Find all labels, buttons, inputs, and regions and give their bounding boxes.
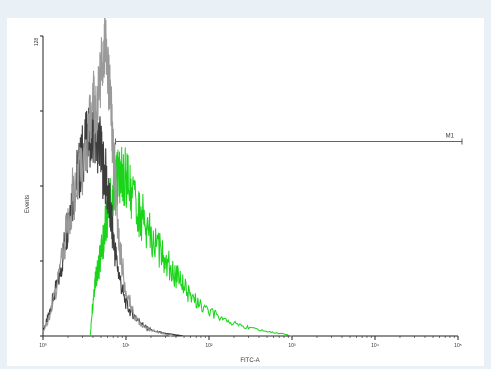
series-green-trace — [89, 146, 293, 337]
x-tick-label: 10⁴ — [371, 343, 379, 349]
histogram-panel: M1 10⁰ 10¹ 10² 10³ 10⁴ 10⁵ Events FITC-A 128 — [7, 18, 484, 366]
y-tick-label-max: 128 — [34, 38, 40, 47]
x-tick-label: 10¹ — [122, 343, 130, 349]
series-gray-trace — [42, 18, 172, 337]
fitc-histogram-chart: M1 10⁰ 10¹ 10² 10³ 10⁴ 10⁵ Events FITC-A 128 — [25, 18, 463, 364]
x-axis-label: FITC-A — [240, 358, 259, 364]
x-tick-label: 10⁵ — [454, 343, 462, 349]
x-tick-label: 10⁰ — [39, 343, 47, 349]
marker-m1-label: M1 — [446, 133, 455, 139]
x-tick-label: 10³ — [288, 343, 296, 349]
x-tick-label: 10² — [205, 343, 213, 349]
y-axis-label: Events — [25, 195, 31, 213]
